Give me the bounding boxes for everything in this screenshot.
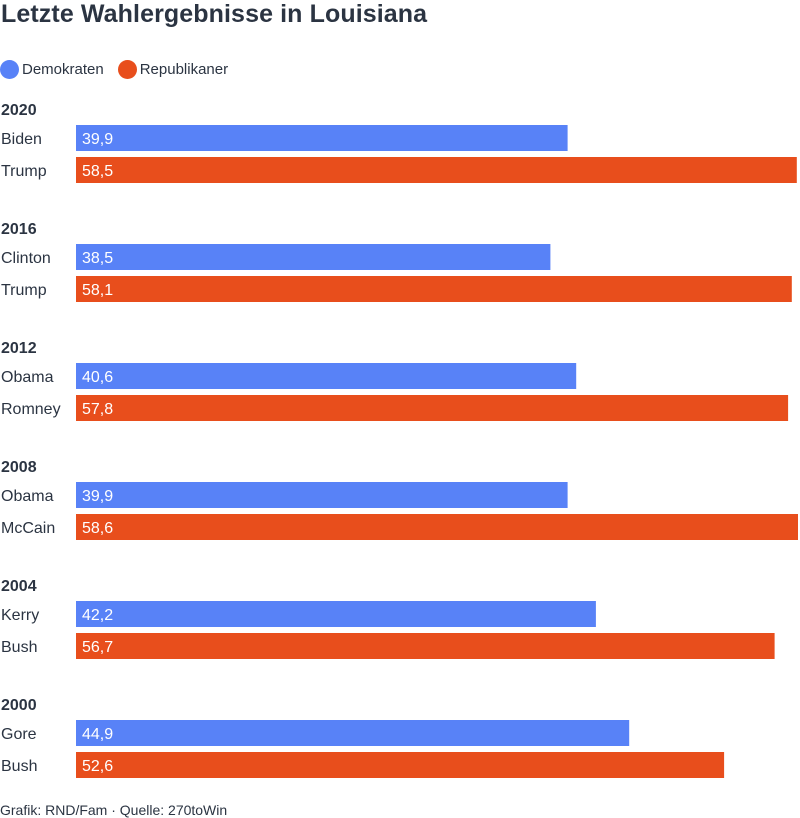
year-label-2016: 2016 — [1, 221, 37, 238]
bar-2008-rep — [76, 514, 798, 540]
bar-2000-dem — [76, 720, 630, 746]
year-label-2000: 2000 — [1, 697, 37, 714]
bar-2004-rep — [76, 633, 775, 659]
candidate-label-2012-rep: Romney — [1, 401, 61, 418]
bar-2012-rep — [76, 395, 789, 421]
chart-title: Letzte Wahlergebnisse in Louisiana — [1, 0, 428, 28]
value-label-2016-dem: 38,5 — [82, 250, 113, 267]
candidate-label-2016-rep: Trump — [1, 282, 47, 299]
candidate-label-2000-rep: Bush — [1, 758, 37, 775]
value-label-2000-dem: 44,9 — [82, 726, 113, 743]
value-label-2004-rep: 56,7 — [82, 639, 113, 656]
bar-chart: 2020 Biden 39,9 Trump 58,5 2016 Clinton 38,5 Tru… — [1, 102, 798, 778]
legend: Demokraten Republikaner — [0, 60, 242, 79]
bar-2016-rep — [76, 276, 792, 302]
bar-2016-dem — [76, 244, 551, 270]
candidate-label-2004-rep: Bush — [1, 639, 37, 656]
bar-2020-rep — [76, 157, 797, 183]
candidate-label-2016-dem: Clinton — [1, 250, 51, 267]
value-label-2004-dem: 42,2 — [82, 607, 113, 624]
value-label-2008-rep: 58,6 — [82, 520, 113, 537]
legend-swatch-rep — [117, 60, 137, 79]
bar-2000-rep — [76, 752, 725, 778]
source-note: Grafik: RND/Fam · Quelle: 270toWin — [0, 802, 228, 818]
value-label-2020-rep: 58,5 — [82, 163, 113, 180]
legend-swatch-dem — [0, 60, 19, 79]
value-label-2012-rep: 57,8 — [82, 401, 113, 418]
bar-2004-dem — [76, 601, 596, 627]
year-label-2004: 2004 — [1, 578, 37, 595]
bar-2012-dem — [76, 363, 577, 389]
bar-2008-dem — [76, 482, 568, 508]
candidate-label-2004-dem: Kerry — [1, 607, 39, 624]
legend-item-dem: Demokraten — [0, 60, 104, 79]
candidate-label-2008-dem: Obama — [1, 488, 54, 505]
year-label-2008: 2008 — [1, 459, 37, 476]
candidate-label-2020-rep: Trump — [1, 163, 47, 180]
candidate-label-2008-rep: McCain — [1, 520, 55, 537]
candidate-label-2000-dem: Gore — [1, 726, 37, 743]
candidate-label-2012-dem: Obama — [1, 369, 54, 386]
legend-label-rep: Republikaner — [139, 61, 229, 78]
value-label-2012-dem: 40,6 — [82, 369, 113, 386]
value-label-2020-dem: 39,9 — [82, 131, 113, 148]
year-label-2020: 2020 — [1, 102, 37, 119]
value-label-2008-dem: 39,9 — [82, 488, 113, 505]
legend-label-dem: Demokraten — [22, 61, 104, 78]
value-label-2000-rep: 52,6 — [82, 758, 113, 775]
value-label-2016-rep: 58,1 — [82, 282, 113, 299]
bar-2020-dem — [76, 125, 568, 151]
legend-item-rep: Republikaner — [117, 60, 229, 79]
year-label-2012: 2012 — [1, 340, 37, 357]
candidate-label-2020-dem: Biden — [1, 131, 42, 148]
